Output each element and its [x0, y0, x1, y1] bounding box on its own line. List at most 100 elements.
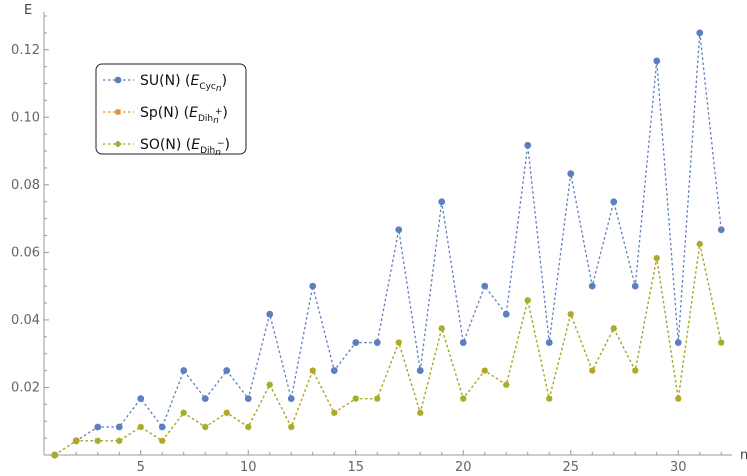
data-point [674, 395, 682, 403]
legend-superscript: − [217, 139, 225, 149]
x-axis-label: n [740, 448, 747, 463]
data-point [352, 395, 360, 403]
legend-subscript: Cyc [199, 82, 216, 92]
data-point [696, 29, 704, 37]
data-point [309, 282, 317, 290]
series-line [54, 243, 722, 456]
data-point [631, 282, 639, 290]
series-son [51, 240, 725, 459]
legend-label: SU(N) (ECycn) [140, 73, 227, 94]
data-point [72, 437, 80, 445]
legend-swatch-marker [115, 109, 121, 115]
data-point [502, 310, 510, 318]
data-point [287, 395, 295, 403]
series-line [54, 32, 722, 456]
x-tick-label: 25 [562, 460, 579, 475]
x-tick-label: 20 [455, 460, 472, 475]
legend-item: Sp(N) (EDihn+) [103, 105, 228, 126]
series-sun [51, 29, 725, 459]
data-point [545, 339, 553, 346]
legend: SU(N) (ECycn)Sp(N) (EDihn+)SO(N) (EDihn−… [95, 63, 247, 158]
data-point [502, 381, 510, 389]
legend-series-name: Sp(N) [140, 105, 179, 121]
data-point [244, 395, 252, 403]
data-point [158, 437, 166, 445]
legend-open-paren: ( [179, 105, 189, 121]
data-point [416, 409, 424, 417]
data-point [373, 339, 381, 346]
x-tick-label: 10 [240, 460, 257, 475]
data-point [717, 338, 725, 347]
data-point [223, 367, 231, 374]
data-point [395, 226, 403, 234]
legend-superscript: + [215, 107, 223, 117]
data-point [481, 366, 489, 375]
data-point [459, 395, 467, 403]
legend-symbol: E [190, 73, 199, 89]
data-point [373, 395, 381, 403]
y-tick-label: 0.02 [11, 380, 40, 395]
legend-symbol: E [189, 105, 198, 121]
data-point [330, 409, 338, 417]
data-point [137, 395, 145, 403]
legend-close-paren: ) [222, 105, 227, 121]
legend-subsubscript: n [213, 116, 219, 126]
series-spn [52, 241, 724, 458]
legend-item: SU(N) (ECycn) [103, 73, 227, 94]
data-point [266, 310, 274, 318]
data-point [180, 367, 188, 374]
data-point [653, 254, 661, 262]
data-point [309, 366, 317, 375]
legend-close-paren: ) [222, 73, 227, 89]
x-tick-label: 15 [347, 460, 364, 475]
legend-series-name: SO(N) [140, 137, 181, 153]
data-point [631, 366, 639, 375]
data-point [137, 423, 145, 431]
legend-open-paren: ( [181, 73, 191, 89]
legend-series-name: SU(N) [140, 73, 181, 89]
data-point [51, 451, 59, 459]
data-point [395, 338, 403, 347]
data-point [610, 324, 618, 332]
data-point [115, 437, 123, 445]
data-point [567, 170, 575, 178]
data-point [438, 198, 446, 206]
x-tick-label: 30 [670, 460, 687, 475]
data-point [524, 141, 532, 149]
y-tick-label: 0.12 [11, 43, 40, 58]
legend-subsubscript: n [216, 84, 222, 94]
data-point [653, 57, 661, 65]
data-point [610, 198, 618, 206]
x-ticks: 5 10 15 20 25 30 [54, 450, 722, 475]
data-point [94, 437, 102, 445]
legend-label: Sp(N) (EDihn+) [140, 105, 228, 126]
y-axis-label: E [24, 3, 32, 18]
x-tick-label: 5 [137, 460, 145, 475]
data-point [115, 423, 123, 431]
legend-swatch-marker [114, 76, 122, 84]
legend-subsubscript: n [215, 148, 221, 158]
legend-subscript: Dih [198, 114, 213, 124]
data-point [481, 282, 489, 290]
legend-label: SO(N) (EDihn−) [140, 137, 230, 158]
legend-close-paren: ) [225, 137, 230, 153]
data-point [524, 296, 532, 304]
y-tick-label: 0.04 [11, 313, 40, 328]
legend-swatch-marker [114, 140, 122, 148]
y-tick-label: 0.10 [11, 110, 40, 125]
plot-area [51, 29, 725, 459]
data-point [201, 395, 209, 403]
data-point [201, 423, 209, 431]
data-point [545, 395, 553, 403]
data-point [266, 381, 274, 389]
y-tick-label: 0.06 [11, 245, 40, 260]
data-point [244, 423, 252, 431]
axes: 5 10 15 20 25 30 0.02 0.04 0.06 0.08 0.10 0.12 n E [11, 3, 747, 475]
data-point [94, 423, 102, 431]
data-point [459, 339, 467, 346]
data-point [567, 310, 575, 318]
data-point [223, 409, 231, 417]
y-ticks: 0.02 0.04 0.06 0.08 0.10 0.12 [11, 15, 49, 439]
data-point [674, 339, 682, 346]
